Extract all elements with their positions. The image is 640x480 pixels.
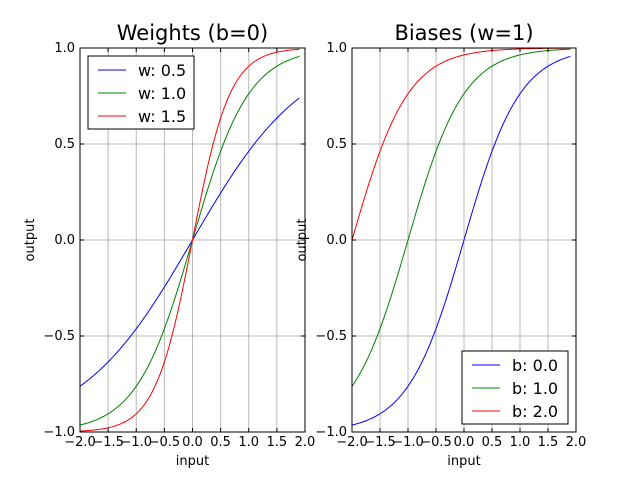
x-tick-label: 1.0 <box>510 435 531 450</box>
legend-label: b: 2.0 <box>512 402 558 421</box>
x-tick-label: 1.0 <box>238 435 259 450</box>
x-axis-label: input <box>176 454 209 469</box>
x-tick-label: −1.5 <box>364 435 396 450</box>
y-tick-label: −1.0 <box>43 425 75 440</box>
biases-panel: −2.0−1.5−1.0−0.5 0.0 0.5 1.0 1.5 2.0−1.0−0.50… <box>295 21 586 469</box>
x-tick-label: −2.0 <box>336 435 368 450</box>
x-tick-label: 0.0 <box>454 435 475 450</box>
weights-panel: −2.0−1.5−1.0−0.5 0.0 0.5 1.0 1.5 2.0−1.0−0.50… <box>23 21 315 469</box>
x-tick-label: −1.5 <box>92 435 124 450</box>
series-line-w-1-0 <box>80 55 300 426</box>
y-tick-label: 1.0 <box>54 41 75 56</box>
y-tick-label: 0.0 <box>54 233 75 248</box>
legend-label: b: 1.0 <box>512 379 558 398</box>
series-line-b-1-0 <box>352 48 571 387</box>
legend-label: w: 0.5 <box>138 61 186 80</box>
y-tick-label: 0.5 <box>326 137 347 152</box>
x-tick-label: 1.5 <box>538 435 559 450</box>
legend-label: w: 1.0 <box>138 84 186 103</box>
x-tick-label: −1.0 <box>120 435 152 450</box>
y-tick-label: −1.0 <box>315 425 347 440</box>
y-axis-label: output <box>295 219 310 262</box>
legend-label: w: 1.5 <box>138 107 186 126</box>
y-tick-label: −0.5 <box>43 329 75 344</box>
x-tick-label: 0.0 <box>182 435 203 450</box>
x-tick-label: 2.0 <box>566 435 587 450</box>
series-line-b-0-0 <box>352 55 571 426</box>
x-tick-label: −2.0 <box>64 435 96 450</box>
x-tick-label: 0.5 <box>482 435 503 450</box>
x-tick-label: −1.0 <box>392 435 424 450</box>
y-axis-label: output <box>23 219 38 262</box>
series-line-b-2-0 <box>352 48 571 241</box>
x-tick-label: −0.5 <box>149 435 181 450</box>
y-tick-label: 1.0 <box>326 41 347 56</box>
legend: w: 0.5 w: 1.0 w: 1.5 <box>87 55 195 130</box>
series-line-w-0-5 <box>80 97 300 387</box>
y-tick-label: 0.0 <box>326 233 347 248</box>
legend-label: b: 0.0 <box>512 356 558 375</box>
legend: b: 0.0 b: 1.0 b: 2.0 <box>461 350 569 425</box>
x-tick-label: −0.5 <box>420 435 452 450</box>
x-tick-label: 2.0 <box>295 435 316 450</box>
chart-title: Weights (b=0) <box>117 21 268 45</box>
y-tick-label: −0.5 <box>315 329 347 344</box>
chart-title: Biases (w=1) <box>394 21 533 45</box>
series-line-w-1-5 <box>80 48 300 432</box>
x-tick-label: 1.5 <box>267 435 288 450</box>
y-tick-label: 0.5 <box>54 137 75 152</box>
x-tick-label: 0.5 <box>210 435 231 450</box>
x-axis-label: input <box>447 454 480 469</box>
